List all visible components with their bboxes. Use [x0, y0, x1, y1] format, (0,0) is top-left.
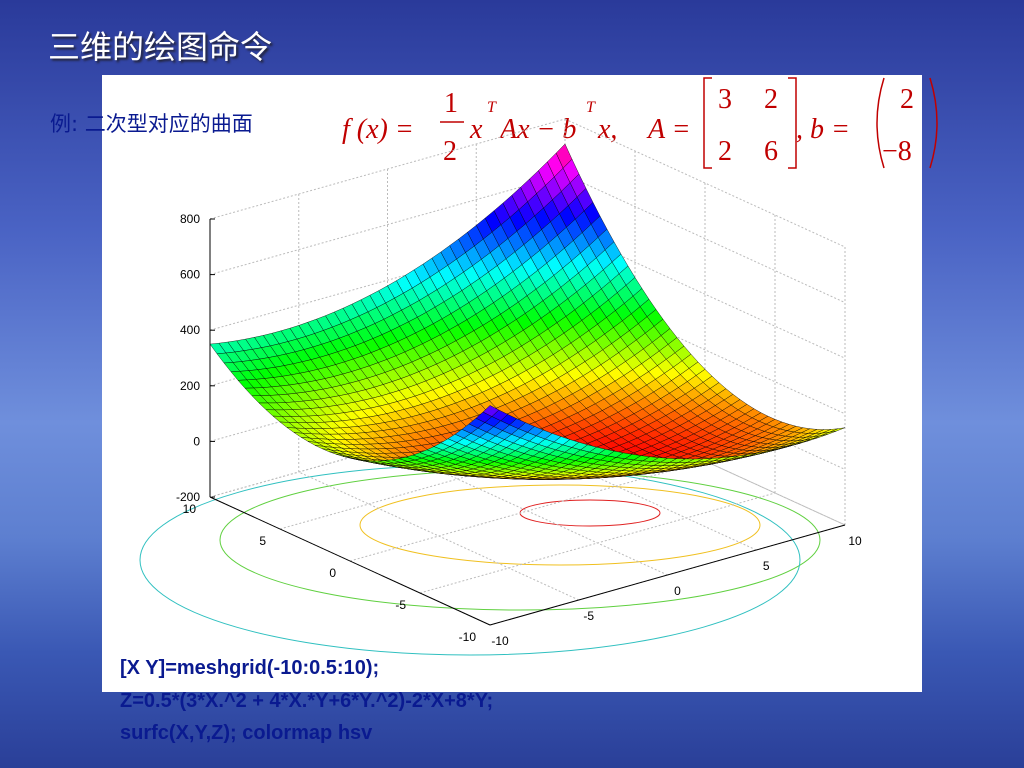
- y-tick-label: 10: [183, 502, 197, 516]
- formula: f (x) = 1 2 x T Ax − b T x, A = 3 2 2 6 …: [342, 77, 938, 169]
- contour: [519, 499, 661, 527]
- x-tick-label: -10: [491, 634, 509, 648]
- formula-tail: x,: [597, 114, 617, 145]
- contours: [139, 464, 821, 656]
- formula-sup: T: [586, 99, 596, 116]
- x-tick-label: 10: [848, 534, 862, 548]
- matrix-bracket: [703, 77, 797, 169]
- grid-line: [279, 428, 636, 530]
- tick-labels: -200 0 200 400 600 800 -10 -5 0 5 10 -10 -5 0 5 10: [176, 212, 862, 648]
- matrix-cell: 6: [764, 136, 778, 167]
- code-line: surfc(X,Y,Z); colormap hsv: [120, 722, 373, 744]
- slide-title: 三维的绘图命令: [48, 28, 273, 66]
- vector-paren: [876, 77, 938, 169]
- formula-mid: Ax − b: [498, 114, 576, 145]
- formula-lhs: f (x) =: [342, 114, 414, 145]
- axis-line: [489, 524, 846, 626]
- z-tick-label: 0: [193, 434, 200, 448]
- contour: [219, 469, 821, 611]
- grid-line: [209, 174, 566, 276]
- z-tick-label: 200: [180, 379, 200, 393]
- formula-b-label: , b =: [796, 114, 850, 145]
- axis-line: [209, 496, 491, 626]
- grid-line: [564, 174, 846, 304]
- grid-line: [564, 285, 846, 415]
- contour: [359, 484, 761, 566]
- grid-line: [349, 460, 706, 562]
- surface: [209, 143, 846, 480]
- formula-x: x: [469, 114, 483, 145]
- code-line: Z=0.5*(3*X.^2 + 4*X.*Y+6*Y.^2)-2*X+8*Y;: [120, 690, 494, 712]
- y-tick-label: 5: [259, 534, 266, 548]
- z-tick-label: 400: [180, 323, 200, 337]
- code-line: [X Y]=meshgrid(-10:0.5:10);: [120, 657, 380, 679]
- vector-cell: 2: [900, 84, 914, 115]
- formula-sup: T: [487, 99, 497, 116]
- contour: [139, 464, 801, 656]
- vector-cell: −8: [882, 136, 912, 167]
- x-tick-label: 0: [674, 584, 681, 598]
- z-tick-label: -200: [176, 490, 200, 504]
- surface-patch: [482, 405, 500, 417]
- y-tick-label: -5: [395, 598, 406, 612]
- example-label: 例: 二次型对应的曲面: [50, 112, 253, 136]
- matrix-cell: 3: [718, 84, 732, 115]
- y-tick-label: -10: [459, 630, 477, 644]
- z-tick-label: 800: [180, 212, 200, 226]
- z-tick-label: 600: [180, 268, 200, 282]
- grid-line: [564, 229, 846, 359]
- grid-line: [209, 229, 566, 331]
- y-tick-label: 0: [329, 566, 336, 580]
- formula-a-label: A =: [646, 114, 691, 145]
- x-tick-label: -5: [583, 609, 594, 623]
- grid-line: [419, 492, 776, 594]
- matrix-cell: 2: [764, 84, 778, 115]
- x-tick-label: 5: [763, 559, 770, 573]
- matrix-cell: 2: [718, 136, 732, 167]
- formula-num: 1: [444, 88, 458, 119]
